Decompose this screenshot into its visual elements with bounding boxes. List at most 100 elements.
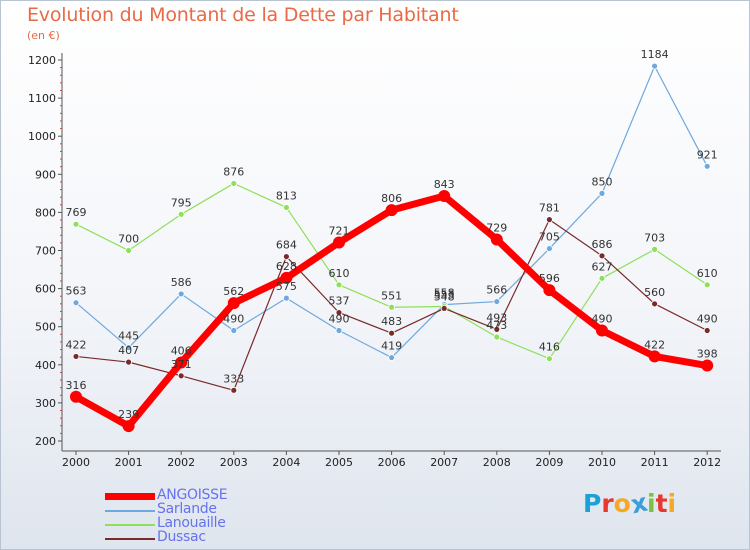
data-label-lanouaille: 553: [434, 289, 455, 302]
data-point-angoisse: [385, 204, 398, 217]
data-label-dussac: 483: [381, 315, 402, 328]
series-layer: [70, 62, 714, 433]
data-label-dussac: 333: [223, 372, 244, 385]
data-point-lanouaille: [546, 355, 553, 363]
data-point-angoisse: [438, 190, 451, 203]
data-label-angoisse: 316: [66, 379, 87, 392]
data-point-lanouaille: [72, 220, 80, 228]
data-label-angoisse: 562: [223, 285, 244, 298]
data-label-sarlande: 586: [171, 276, 192, 289]
data-point-angoisse: [648, 350, 661, 363]
y-tick-label: 800: [35, 206, 56, 219]
y-tick-label: 700: [35, 245, 56, 258]
legend-label: Lanouaille: [157, 515, 226, 531]
data-label-dussac: 548: [434, 290, 455, 303]
legend-swatch: [105, 538, 155, 540]
data-point-dussac: [230, 386, 238, 394]
data-point-lanouaille: [388, 303, 396, 311]
y-tick-label: 600: [35, 283, 56, 296]
data-point-sarlande: [388, 354, 396, 361]
data-point-angoisse: [596, 324, 608, 337]
data-label-sarlande: 575: [276, 280, 297, 293]
data-point-lanouaille: [651, 245, 658, 253]
legend-swatch: [105, 510, 155, 512]
y-tick-label: 1100: [28, 92, 56, 105]
data-point-angoisse: [333, 236, 345, 249]
data-label-angoisse: 721: [329, 224, 350, 237]
data-label-dussac: 407: [118, 344, 139, 357]
data-point-lanouaille: [125, 247, 132, 254]
x-tick-label: 2007: [430, 456, 458, 469]
data-label-dussac: 686: [592, 238, 613, 251]
data-label-dussac: 781: [539, 202, 560, 215]
data-label-dussac: 684: [276, 239, 297, 252]
data-point-angoisse: [227, 297, 240, 310]
legend-swatch: [105, 493, 155, 500]
x-tick-label: 2001: [115, 456, 143, 469]
data-point-dussac: [282, 253, 290, 260]
data-point-dussac: [598, 252, 606, 260]
logo-letter: P: [583, 489, 602, 518]
data-point-lanouaille: [598, 274, 606, 282]
logo-letter: r: [601, 489, 614, 518]
y-tick-label: 400: [35, 359, 56, 372]
data-label-sarlande: 921: [697, 148, 718, 161]
data-label-lanouaille: 551: [381, 289, 402, 302]
data-point-dussac: [72, 353, 80, 360]
data-label-sarlande: 705: [539, 231, 560, 244]
data-label-angoisse: 239: [118, 408, 139, 421]
data-label-sarlande: 566: [486, 284, 507, 297]
data-point-dussac: [335, 309, 343, 317]
chart-subtitle: (en €): [27, 29, 60, 42]
data-label-angoisse: 596: [539, 272, 560, 285]
x-tick-label: 2011: [641, 456, 669, 469]
data-label-sarlande: 1184: [641, 48, 669, 61]
chart-title: Evolution du Montant de la Dette par Hab…: [27, 4, 459, 26]
data-label-angoisse: 806: [381, 192, 402, 205]
data-label-angoisse: 422: [644, 338, 665, 351]
data-label-sarlande: 850: [592, 175, 613, 188]
data-label-lanouaille: 703: [644, 231, 665, 244]
y-tick-label: 900: [35, 168, 56, 181]
data-point-sarlande: [282, 294, 290, 302]
x-tick-label: 2000: [62, 456, 90, 469]
data-label-dussac: 560: [644, 286, 665, 299]
data-point-lanouaille: [493, 333, 501, 341]
data-label-angoisse: 843: [434, 178, 455, 191]
legend-swatch: [105, 524, 155, 526]
x-tick-label: 2004: [272, 456, 300, 469]
data-label-lanouaille: 416: [539, 341, 560, 354]
data-label-sarlande: 419: [381, 340, 402, 353]
data-point-angoisse: [122, 420, 135, 433]
logo-letter: t: [655, 489, 668, 518]
data-point-angoisse: [490, 233, 503, 246]
y-tick-label: 500: [35, 321, 56, 334]
data-label-angoisse: 406: [171, 345, 192, 358]
data-label-angoisse: 729: [486, 221, 507, 234]
logo-letter: o: [613, 489, 631, 518]
data-point-sarlande: [493, 298, 501, 305]
data-point-dussac: [703, 327, 711, 334]
data-point-lanouaille: [177, 210, 185, 218]
data-point-sarlande: [703, 162, 711, 170]
data-point-sarlande: [598, 189, 606, 197]
data-label-lanouaille: 876: [223, 165, 244, 178]
data-point-sarlande: [335, 327, 343, 334]
data-label-dussac: 493: [486, 311, 507, 324]
data-point-dussac: [125, 358, 132, 366]
data-label-layer: 563 445 586 490 575 490 419 558 566 705 850 1184 921…: [66, 48, 718, 421]
x-tick-label: 2003: [220, 456, 248, 469]
data-label-dussac: 422: [66, 338, 87, 351]
x-tick-label: 2008: [483, 456, 511, 469]
y-tick-label: 1200: [28, 54, 56, 67]
data-label-dussac: 490: [697, 313, 718, 326]
data-label-lanouaille: 610: [329, 267, 350, 280]
data-point-sarlande: [230, 327, 238, 334]
data-label-dussac: 371: [171, 358, 192, 371]
x-tick-label: 2012: [693, 456, 721, 469]
y-tick-label: 300: [35, 397, 56, 410]
data-label-lanouaille: 627: [592, 260, 613, 273]
data-label-lanouaille: 473: [486, 319, 507, 332]
